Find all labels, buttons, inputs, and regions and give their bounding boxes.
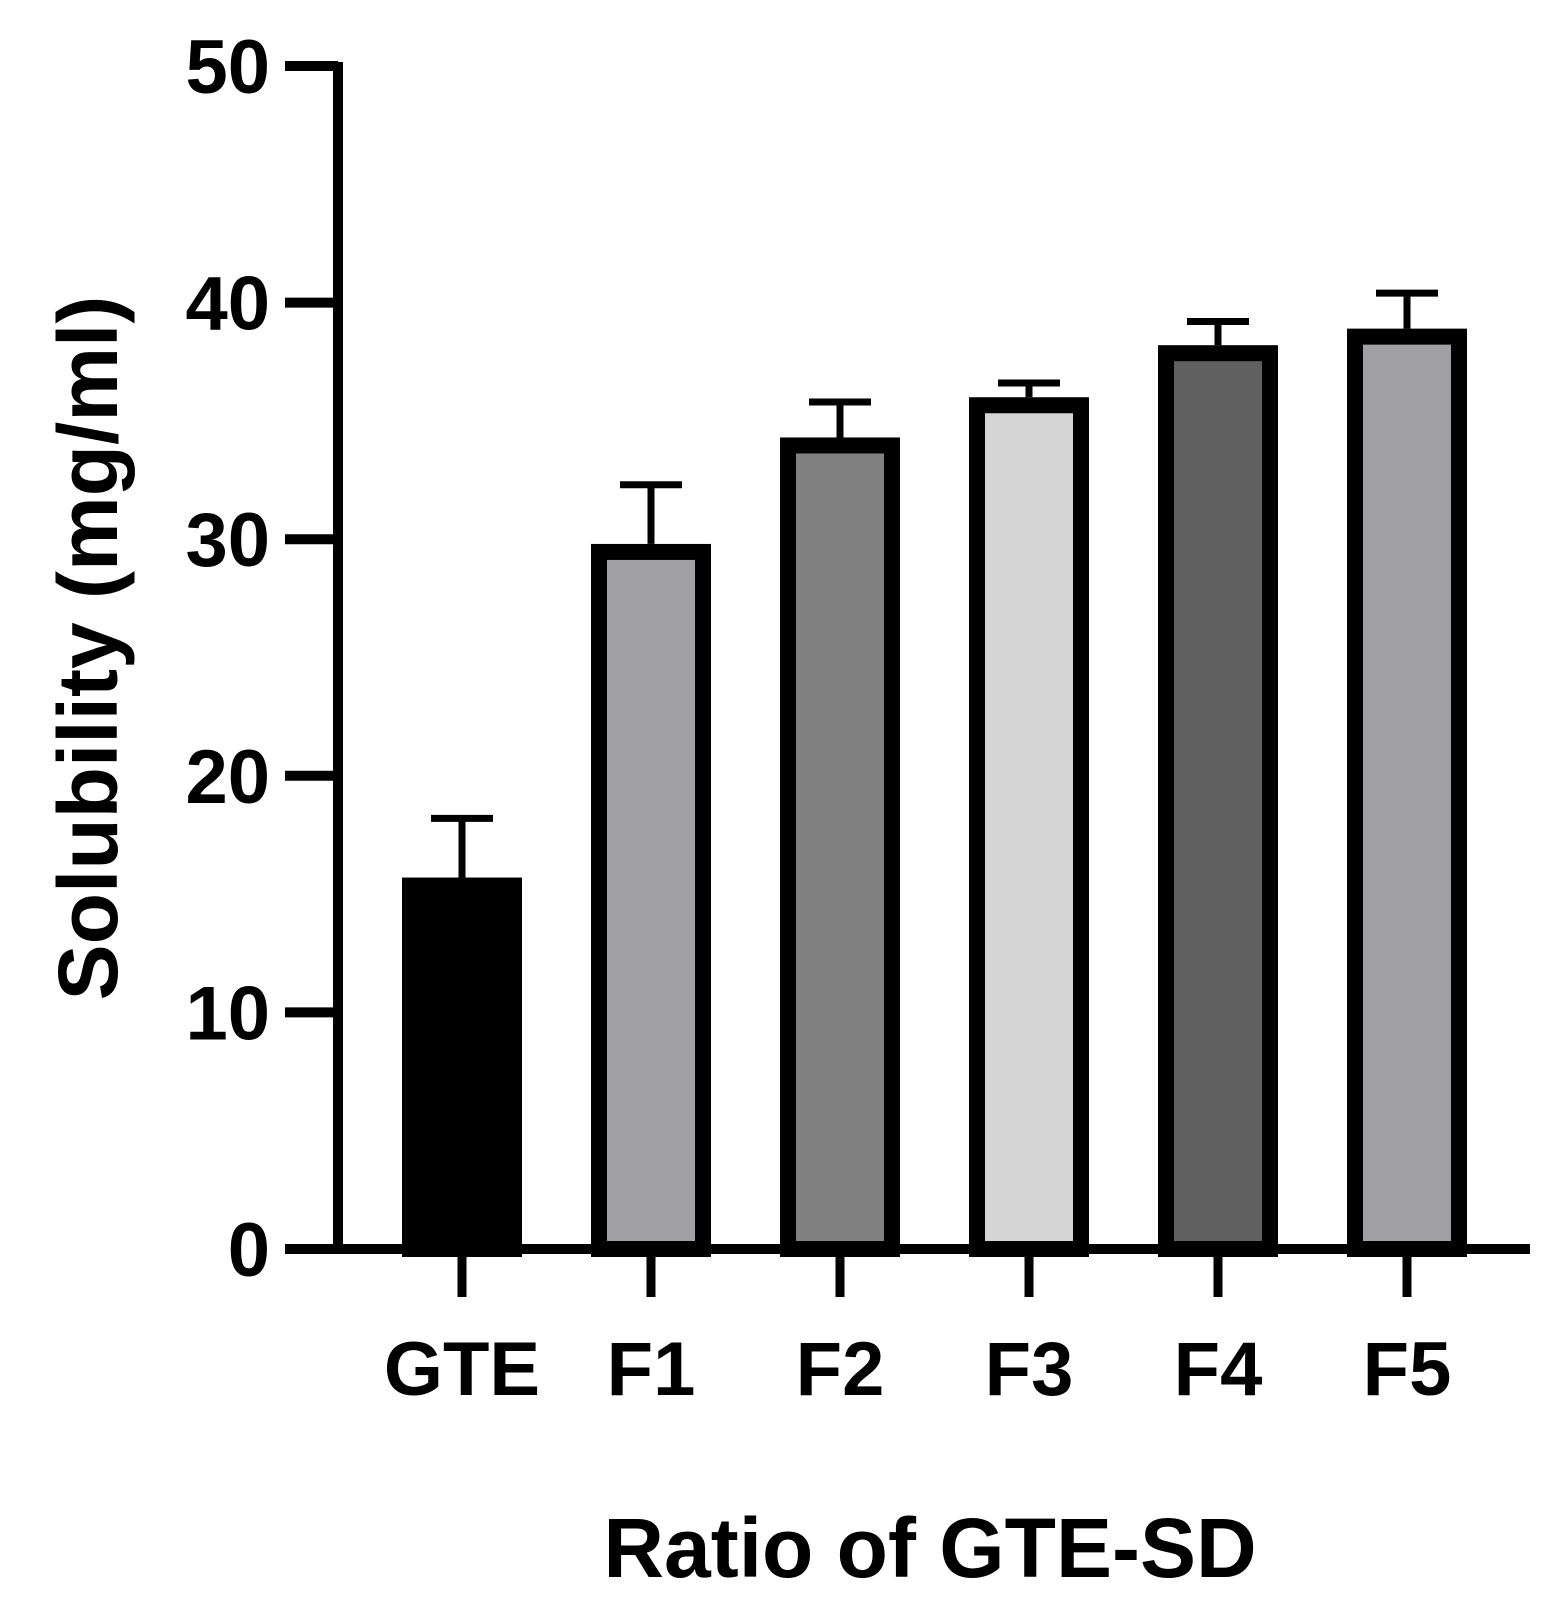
y-tick-label-10: 10 [185,971,270,1056]
y-tick-label-30: 30 [185,498,270,583]
y-tick-label-0: 0 [228,1208,270,1293]
x-tick-label-f3: F3 [985,1327,1074,1412]
x-tick-label-f2: F2 [796,1327,885,1412]
bar-gte [402,877,522,1258]
y-tick-label-20: 20 [185,735,270,820]
x-tick-label-f4: F4 [1174,1327,1263,1412]
error-bars-layer [431,289,1438,878]
x-axis-title: Ratio of GTE-SD [603,1501,1256,1595]
y-tick-label-50: 50 [185,25,270,110]
y-tick-label-40: 40 [185,262,270,347]
x-tick-label-f5: F5 [1363,1327,1452,1412]
bar-f4 [1158,345,1278,1257]
bar-f1 [591,543,711,1257]
bar-f3 [969,397,1089,1257]
x-tick-label-gte: GTE [384,1327,540,1412]
y-axis-title: Solubility (mg/ml) [41,296,135,1001]
x-tick-label-f1: F1 [607,1327,696,1412]
labels-layer: GTE F1 F2 F3 F4 F5 0 10 20 30 40 50 [185,25,1451,1412]
bars-layer [402,328,1467,1258]
bar-f5 [1347,328,1467,1258]
axes-layer [285,61,1530,1297]
bar-f2 [780,437,900,1258]
